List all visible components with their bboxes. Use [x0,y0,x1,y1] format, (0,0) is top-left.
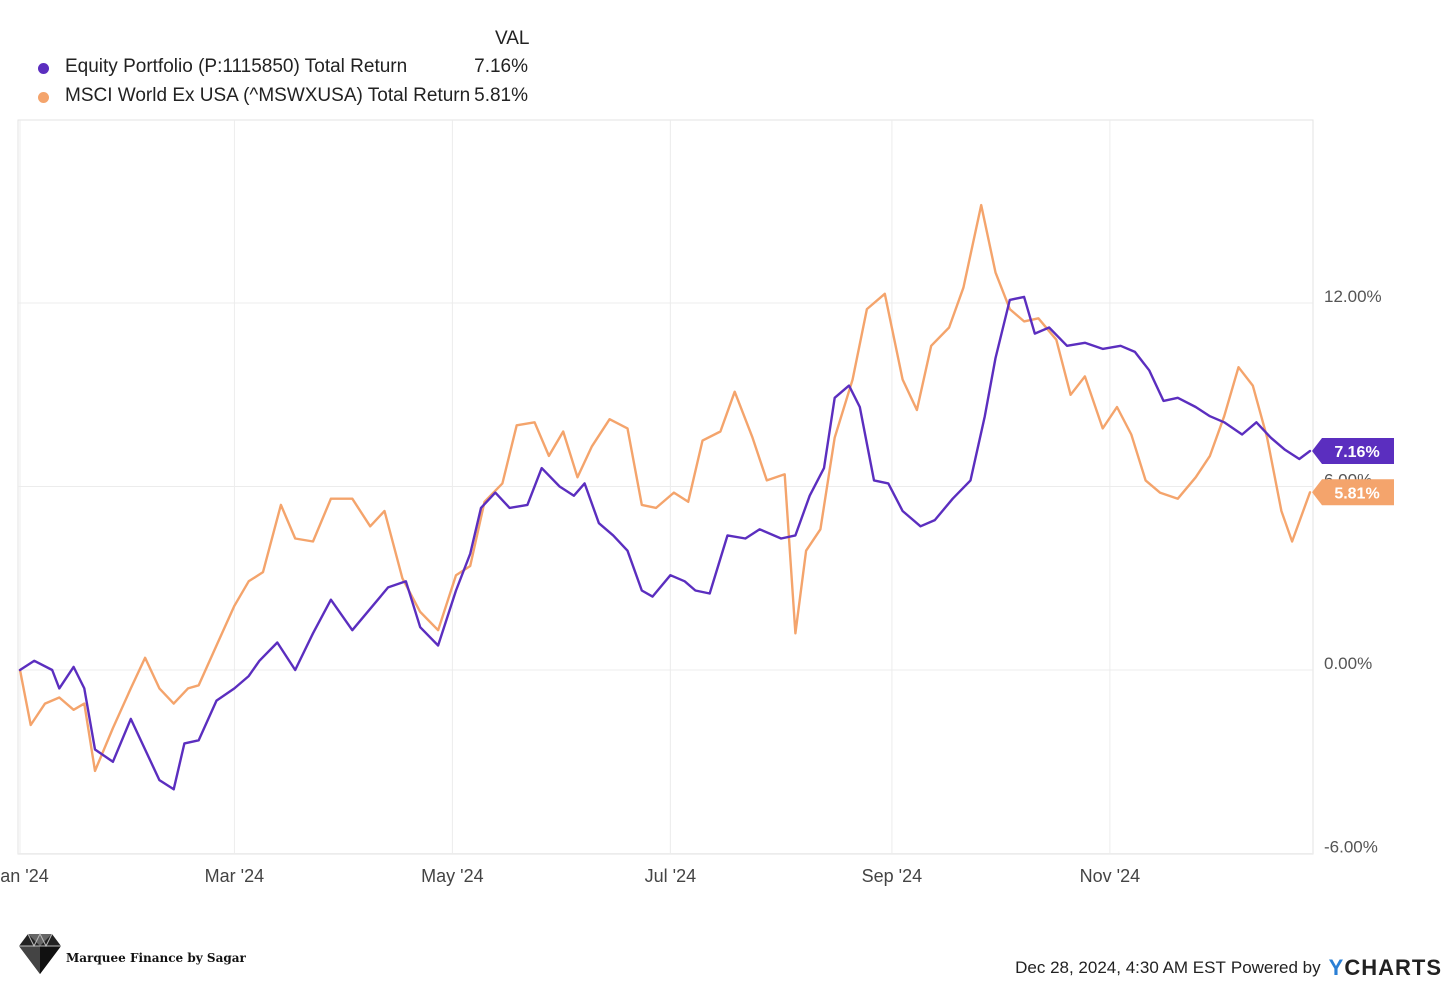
brand-watermark: Marquee Finance by Sagar [18,928,246,978]
legend-marker [38,92,49,103]
y-tick-label: -6.00% [1324,838,1378,857]
value-tag-label: 7.16% [1334,444,1379,461]
value-tag-msci-world-ex-usa: 5.81% [1312,479,1394,506]
x-tick-label: May '24 [421,866,483,886]
chart-gridlines [17,119,1314,855]
legend-value: 7.16% [474,56,528,77]
powered-by-text: Powered by [1230,958,1321,977]
x-tick-label: Jan '24 [0,866,49,886]
brand-name: Marquee Finance by Sagar [66,951,246,965]
ycharts-logo[interactable]: YCHARTS [1328,955,1442,980]
y-tick-label: 12.00% [1324,287,1382,306]
legend-label: Equity Portfolio (P:1115850) Total Retur… [65,56,408,77]
value-tag-shape [1312,438,1394,465]
legend-label: MSCI World Ex USA (^MSWXUSA) Total Retur… [65,85,471,106]
series-line-equity-portfolio [18,295,1312,791]
x-tick-label: Jul '24 [645,866,696,886]
value-tag-equity-portfolio: 7.16% [1312,438,1394,465]
legend-header: VAL [495,28,530,49]
legend-marker [38,63,49,74]
chart-footer: Dec 28, 2024, 4:30 AM EST Powered by YCH… [1015,955,1442,981]
x-tick-label: Nov '24 [1080,866,1140,886]
series-line-msci-world-ex-usa [18,203,1312,773]
value-tag-shape [1312,479,1394,506]
chart-series-group [18,203,1312,791]
x-tick-label: Sep '24 [862,866,923,886]
value-tag-label: 5.81% [1334,485,1379,502]
chart-value-tags: 7.16% 5.81% [1312,438,1394,506]
legend-value: 5.81% [474,85,528,106]
diamond-icon [19,932,61,974]
y-tick-label: 0.00% [1324,654,1372,673]
ycharts-logo-rest: CHARTS [1344,955,1442,980]
timestamp: Dec 28, 2024, 4:30 AM EST [1015,958,1226,977]
x-tick-label: Mar '24 [205,866,264,886]
